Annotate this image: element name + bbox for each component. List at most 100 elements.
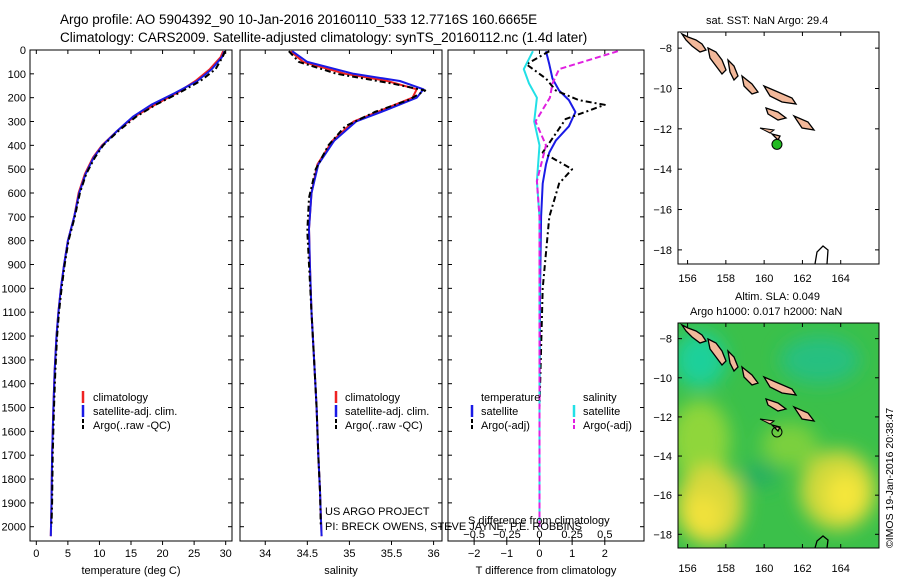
s-diff-argo-line	[534, 50, 619, 527]
rennell-island	[759, 127, 776, 134]
sla-map-ticks: 156 158 160 162 164 −8 −10 −12 −14 −16 −18	[653, 323, 879, 575]
x-tick-label: 1	[569, 548, 575, 560]
x-tick-label: 35	[343, 548, 355, 560]
sst-map-ticks: 156 158 160 162 164 −8 −10 −12 −14 −16 −18	[653, 32, 879, 285]
depth-tick-label: 500	[8, 164, 26, 176]
legend-label: climatology	[345, 392, 401, 404]
depth-tick-label: 600	[8, 188, 26, 200]
difference-legend: temperature salinity satellite Argo(-adj…	[470, 392, 632, 432]
pi-credit: PI: BRECK OWENS, STEVE JAYNE, P.E. ROBBI…	[325, 521, 582, 533]
lat-tick-label: −18	[653, 245, 672, 257]
lon-tick-label: 156	[678, 273, 696, 285]
x-tick-label: −1	[501, 548, 514, 560]
temperature-argo-line	[50, 50, 227, 527]
temperature-axis-label: temperature (deg C)	[81, 565, 180, 577]
lon-tick-label: 160	[755, 273, 773, 285]
legend-label: satellite-adj. clim.	[93, 406, 177, 418]
depth-tick-label: 1800	[2, 474, 26, 486]
sst-map-title: sat. SST: NaN Argo: 29.4	[706, 15, 828, 27]
depth-tick-label: 1900	[2, 498, 26, 510]
lon-tick-label: 156	[678, 563, 696, 575]
x-tick-label: 5	[65, 548, 71, 560]
argo-float-marker	[771, 426, 783, 438]
salinity-depth-ticks	[240, 49, 442, 528]
s-difference-axis-ticks: −0.5 −0.25 0 0.25 0.5	[463, 529, 612, 541]
t-difference-axis-label: T difference from climatology	[476, 565, 617, 577]
sla-map-panel: Altim. SLA: 0.049 Argo h1000: 0.017 h200…	[653, 291, 880, 575]
x-tick-label: 15	[125, 548, 137, 560]
depth-tick-label: 100	[8, 69, 26, 81]
figure-title-line1: Argo profile: AO 5904392_90 10-Jan-2016 …	[60, 12, 537, 27]
sla-map-title-line1: Altim. SLA: 0.049	[735, 291, 820, 303]
legend-label: climatology	[93, 392, 149, 404]
temperature-axis-ticks: 0 5 10 15 20 25 30	[33, 50, 232, 560]
depth-tick-label: 2000	[2, 522, 26, 534]
t-diff-argo-line	[525, 50, 606, 527]
legend-label: satellite	[481, 406, 518, 418]
coastline-new-caledonia	[814, 535, 829, 548]
depth-tick-label: 1400	[2, 379, 26, 391]
lat-tick-label: −14	[653, 164, 672, 176]
temperature-series	[49, 50, 227, 537]
coastline-new-caledonia	[814, 245, 829, 264]
lon-tick-label: 160	[755, 563, 773, 575]
x-tick-label-top: 0	[536, 529, 542, 541]
x-tick-label: 2	[602, 548, 608, 560]
legend-label: Argo(-adj)	[583, 420, 632, 432]
lat-tick-label: −12	[653, 412, 672, 424]
project-credit: US ARGO PROJECT	[325, 506, 430, 518]
depth-tick-label: 900	[8, 260, 26, 272]
lon-tick-label: 164	[832, 563, 850, 575]
legend-label: Argo(..raw -QC)	[93, 420, 171, 432]
imos-watermark: ©IMOS 19-Jan-2016 20:38:47	[884, 408, 896, 548]
lat-tick-label: −16	[653, 205, 672, 217]
lon-tick-label: 158	[717, 563, 735, 575]
depth-tick-label: 400	[8, 140, 26, 152]
lat-tick-label: −10	[653, 83, 672, 95]
depth-tick-label: 1700	[2, 450, 26, 462]
salinity-argo-line	[288, 50, 427, 527]
s-difference-axis-label: S difference from climatology	[468, 515, 610, 527]
x-tick-label-top: −0.25	[493, 529, 521, 541]
depth-tick-label: 800	[8, 236, 26, 248]
lon-tick-label: 158	[717, 273, 735, 285]
depth-tick-label: 1100	[2, 307, 26, 319]
lat-tick-label: −18	[653, 529, 672, 541]
x-tick-label: 35.5	[381, 548, 402, 560]
lat-tick-label: −16	[653, 490, 672, 502]
x-tick-label: 34.5	[297, 548, 318, 560]
depth-tick-label: 1300	[2, 355, 26, 367]
legend-label: satellite	[583, 406, 620, 418]
sla-heatmap	[678, 323, 879, 548]
depth-tick-label: 1000	[2, 283, 26, 295]
temperature-panel: 0100200300400500600700800900100011001200…	[2, 45, 233, 577]
lat-tick-label: −10	[653, 373, 672, 385]
sst-map-panel: sat. SST: NaN Argo: 29.4 156 158 160 162 164…	[653, 15, 880, 285]
salinity-axis-label: salinity	[324, 565, 358, 577]
depth-tick-label: 1500	[2, 403, 26, 415]
x-tick-label: 34	[259, 548, 271, 560]
salinity-axis-ticks: 34 34.5 35 35.5 36	[259, 50, 440, 560]
argo-float-marker	[771, 138, 783, 150]
difference-series	[522, 50, 619, 527]
depth-axis-ticks: 0 100 200 300 400 500 600 700 800 900 1000 1100 1200…	[2, 45, 232, 534]
depth-tick-label: 700	[8, 212, 26, 224]
x-tick-label: 10	[93, 548, 105, 560]
depth-tick-label: 1600	[2, 426, 26, 438]
salinity-panel: 34 34.5 35 35.5 36 salinity climatology sate…	[239, 49, 443, 577]
lat-tick-label: −8	[659, 43, 672, 55]
x-tick-label-top: −0.5	[463, 529, 485, 541]
depth-tick-label: 0	[20, 45, 26, 57]
x-tick-label: 0	[33, 548, 39, 560]
sla-map-title-line2: Argo h1000: 0.017 h2000: NaN	[690, 306, 842, 318]
legend-label: Argo(-adj)	[481, 420, 530, 432]
legend-header-temperature: temperature	[481, 392, 540, 404]
lon-tick-label: 162	[793, 273, 811, 285]
figure-title-line2: Climatology: CARS2009. Satellite-adjuste…	[60, 30, 587, 45]
temperature-legend: climatology satellite-adj. clim. Argo(..…	[81, 391, 177, 432]
depth-tick-label: 300	[8, 117, 26, 129]
legend-label: Argo(..raw -QC)	[345, 420, 423, 432]
x-tick-label: 30	[220, 548, 232, 560]
depth-tick-label: 200	[8, 93, 26, 105]
